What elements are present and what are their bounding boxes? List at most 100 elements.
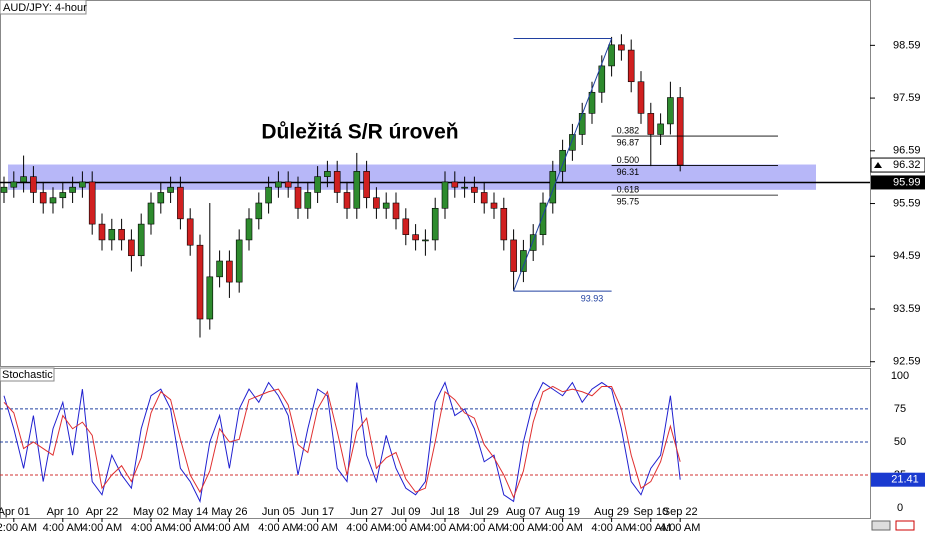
y-tick-label: 100	[891, 370, 909, 382]
price-tag-arrow	[874, 162, 882, 169]
x-time-label: 4:00 AM	[258, 522, 298, 534]
candle-body	[598, 65, 606, 93]
candle-body	[431, 207, 439, 241]
fib-ratio: 0.500	[617, 155, 640, 165]
candle-body	[10, 181, 18, 188]
x-time-label: 4:00 AM	[503, 522, 543, 534]
candle-body	[245, 218, 253, 241]
candle-body	[333, 171, 341, 193]
candle-body	[30, 176, 37, 193]
x-tick-label: Jul 09	[391, 506, 420, 518]
candle-body	[98, 223, 106, 241]
candle-body	[422, 239, 429, 242]
x-tick-label: Jul 29	[470, 506, 499, 518]
title-box	[0, 0, 87, 15]
y-tick-label: 0	[897, 502, 903, 514]
candle-body	[235, 239, 243, 283]
candle-body	[500, 207, 508, 241]
fib-value: 96.87	[617, 137, 640, 147]
stoch-tag-label: 21.41	[891, 474, 919, 486]
candle-body	[549, 171, 557, 204]
x-time-label: 4:00 AM	[386, 522, 426, 534]
candle-body	[59, 192, 67, 199]
candle-body	[627, 49, 635, 83]
y-tick-label: 96.59	[893, 145, 921, 157]
candle-body	[676, 97, 684, 166]
candle-body	[226, 260, 233, 283]
x-tick-label: Aug 07	[506, 506, 541, 518]
candle-body	[118, 229, 125, 241]
swing-low-label: 93.93	[581, 293, 604, 303]
candle-body	[353, 171, 361, 209]
candle-body	[608, 44, 615, 67]
candle-body	[284, 181, 292, 188]
candle-body	[157, 192, 165, 204]
candle-body	[539, 202, 547, 235]
x-time-label: 4:00 AM	[43, 522, 83, 534]
x-time-label: 4:00 AM	[591, 522, 631, 534]
x-time-label: 4:00 AM	[425, 522, 465, 534]
candle-body	[128, 239, 135, 257]
x-tick-label: May 14	[172, 506, 208, 518]
candle-body	[392, 202, 400, 220]
candle-body	[304, 192, 312, 209]
candle-body	[480, 192, 488, 204]
fib-value: 95.75	[617, 196, 640, 206]
candle-body	[147, 202, 155, 225]
x-tick-label: Sep 22	[663, 506, 698, 518]
chart-title: AUD/JPY: 4-hour	[3, 2, 87, 14]
candle-body	[588, 91, 596, 114]
stoch-line	[3, 381, 681, 503]
fib-trend	[513, 38, 613, 292]
candle-body	[196, 244, 204, 320]
x-time-label: 4:00 AM	[660, 522, 700, 534]
sr-band	[8, 164, 816, 190]
x-tick-label: Apr 01	[0, 506, 30, 518]
x-time-label: 4:00 AM	[82, 522, 122, 534]
candle-body	[343, 192, 351, 209]
x-time-label: 12:00 AM	[0, 522, 37, 534]
candle-body	[69, 186, 76, 193]
candle-body	[216, 260, 223, 278]
stoch-title: Stochastic	[2, 369, 53, 381]
price-frame	[0, 0, 871, 367]
candle-body	[510, 239, 517, 272]
fib-ratio: 0.382	[617, 125, 640, 135]
x-tick-label: Jun 27	[350, 506, 383, 518]
close-icon[interactable]	[895, 520, 915, 531]
candle-body	[39, 192, 47, 204]
candle-body	[647, 113, 655, 135]
candle-body	[569, 134, 576, 151]
candle-body	[637, 81, 645, 114]
stoch-title-box	[0, 367, 55, 382]
candle-body	[490, 202, 498, 209]
y-tick-label: 93.59	[893, 303, 921, 315]
candle-body	[177, 186, 184, 220]
y-tick-label: 75	[894, 403, 906, 415]
candle-body	[167, 186, 174, 193]
price-tag	[870, 157, 925, 173]
candle-body	[206, 276, 214, 320]
x-tick-label: Apr 10	[47, 506, 79, 518]
x-tick-label: May 26	[211, 506, 247, 518]
y-tick-label: 95.59	[893, 197, 921, 209]
x-time-label: 4:00 AM	[209, 522, 249, 534]
candle-body	[108, 229, 116, 241]
candle-body	[529, 234, 537, 251]
candle-body	[275, 181, 282, 188]
stoch-frame	[0, 368, 871, 519]
x-time-label: 4:00 AM	[131, 522, 171, 534]
x-time-label: 4:00 AM	[631, 522, 671, 534]
scroll-icon[interactable]	[871, 520, 891, 531]
candle-body	[137, 223, 145, 257]
candle-body	[441, 181, 449, 209]
x-tick-label: Jul 18	[430, 506, 459, 518]
x-tick-label: May 02	[133, 506, 169, 518]
candle-body	[667, 97, 674, 125]
x-tick-label: Jun 17	[301, 506, 334, 518]
fib-value: 96.31	[617, 167, 640, 177]
candle-body	[255, 202, 263, 220]
candle-body	[520, 250, 527, 272]
candle-body	[88, 181, 96, 225]
